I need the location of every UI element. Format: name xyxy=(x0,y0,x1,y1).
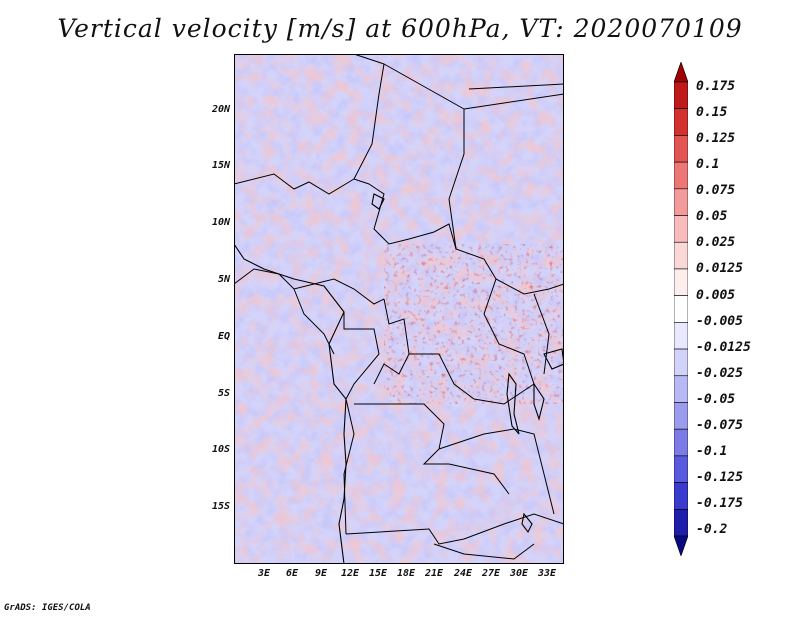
lon-tick-label: 6E xyxy=(285,568,299,579)
colorbar-swatch xyxy=(674,241,688,270)
lat-tick-label: 5S xyxy=(217,388,230,399)
colorbar-label: -0.125 xyxy=(696,470,743,485)
colorbar-swatch xyxy=(674,348,688,377)
colorbar-swatch xyxy=(674,108,688,136)
colorbar-label: 0.1 xyxy=(696,157,720,172)
lat-tick-label: 15S xyxy=(211,501,230,512)
colorbar-label: -0.075 xyxy=(696,418,743,433)
colorbar-label: -0.0125 xyxy=(696,340,751,355)
colorbar-label: 0.125 xyxy=(696,131,736,146)
colorbar-label: 0.175 xyxy=(696,79,736,94)
colorbar xyxy=(674,62,688,556)
lakes xyxy=(371,193,564,534)
lon-tick-label: 30E xyxy=(509,568,529,579)
colorbar-swatch xyxy=(674,295,688,323)
lon-tick-label: 21E xyxy=(424,568,444,579)
colorbar-label: 0.005 xyxy=(696,288,736,303)
lon-tick-label: 24E xyxy=(453,568,473,579)
colorbar-bottom-arrow xyxy=(674,535,688,556)
map-panel xyxy=(234,54,564,564)
colorbar-swatch xyxy=(674,322,688,350)
colorbar-swatch xyxy=(674,161,688,190)
colorbar-swatch xyxy=(674,455,688,483)
country-borders xyxy=(234,54,564,560)
colorbar-label: 0.05 xyxy=(696,209,728,224)
lat-tick-label: 10S xyxy=(211,444,230,455)
field-strong-updraft-texture xyxy=(384,244,564,404)
grads-credit: GrADS: IGES/COLA xyxy=(4,603,91,613)
coastline xyxy=(234,243,347,564)
colorbar-label: -0.05 xyxy=(696,392,736,407)
colorbar-swatch xyxy=(674,188,688,216)
lon-tick-label: 9E xyxy=(314,568,328,579)
velocity-field xyxy=(234,54,564,564)
colorbar-label: 0.0125 xyxy=(696,261,743,276)
colorbar-swatch xyxy=(674,402,688,430)
colorbar-swatch xyxy=(674,268,688,296)
colorbar-label: -0.175 xyxy=(696,496,743,511)
lat-tick-label: 10N xyxy=(211,217,230,228)
colorbar-label: 0.025 xyxy=(696,235,736,250)
colorbar-swatch xyxy=(674,135,688,163)
colorbar-label: -0.1 xyxy=(696,444,728,459)
map-title: Vertical velocity [m/s] at 600hPa, VT: 2… xyxy=(57,14,743,43)
colorbar-swatch xyxy=(674,81,688,110)
lat-tick-label: EQ xyxy=(217,331,230,342)
lon-tick-label: 27E xyxy=(481,568,501,579)
colorbar-swatch xyxy=(674,375,688,403)
lon-tick-label: 18E xyxy=(396,568,416,579)
lon-tick-label: 33E xyxy=(537,568,557,579)
lon-tick-label: 12E xyxy=(340,568,360,579)
colorbar-label: 0.075 xyxy=(696,183,736,198)
lat-tick-label: 20N xyxy=(211,104,230,115)
colorbar-swatch xyxy=(674,215,688,243)
lon-tick-label: 15E xyxy=(368,568,388,579)
colorbar-label: 0.15 xyxy=(696,105,728,120)
lat-tick-label: 5N xyxy=(217,274,230,285)
colorbar-label: -0.005 xyxy=(696,314,743,329)
colorbar-label: -0.2 xyxy=(696,522,728,537)
colorbar-top-arrow xyxy=(674,62,688,83)
colorbar-swatch xyxy=(674,428,688,457)
colorbar-swatch xyxy=(674,482,688,510)
lat-tick-label: 15N xyxy=(211,160,230,171)
lon-tick-label: 3E xyxy=(257,568,271,579)
colorbar-label: -0.025 xyxy=(696,366,743,381)
colorbar-swatch xyxy=(674,508,688,537)
